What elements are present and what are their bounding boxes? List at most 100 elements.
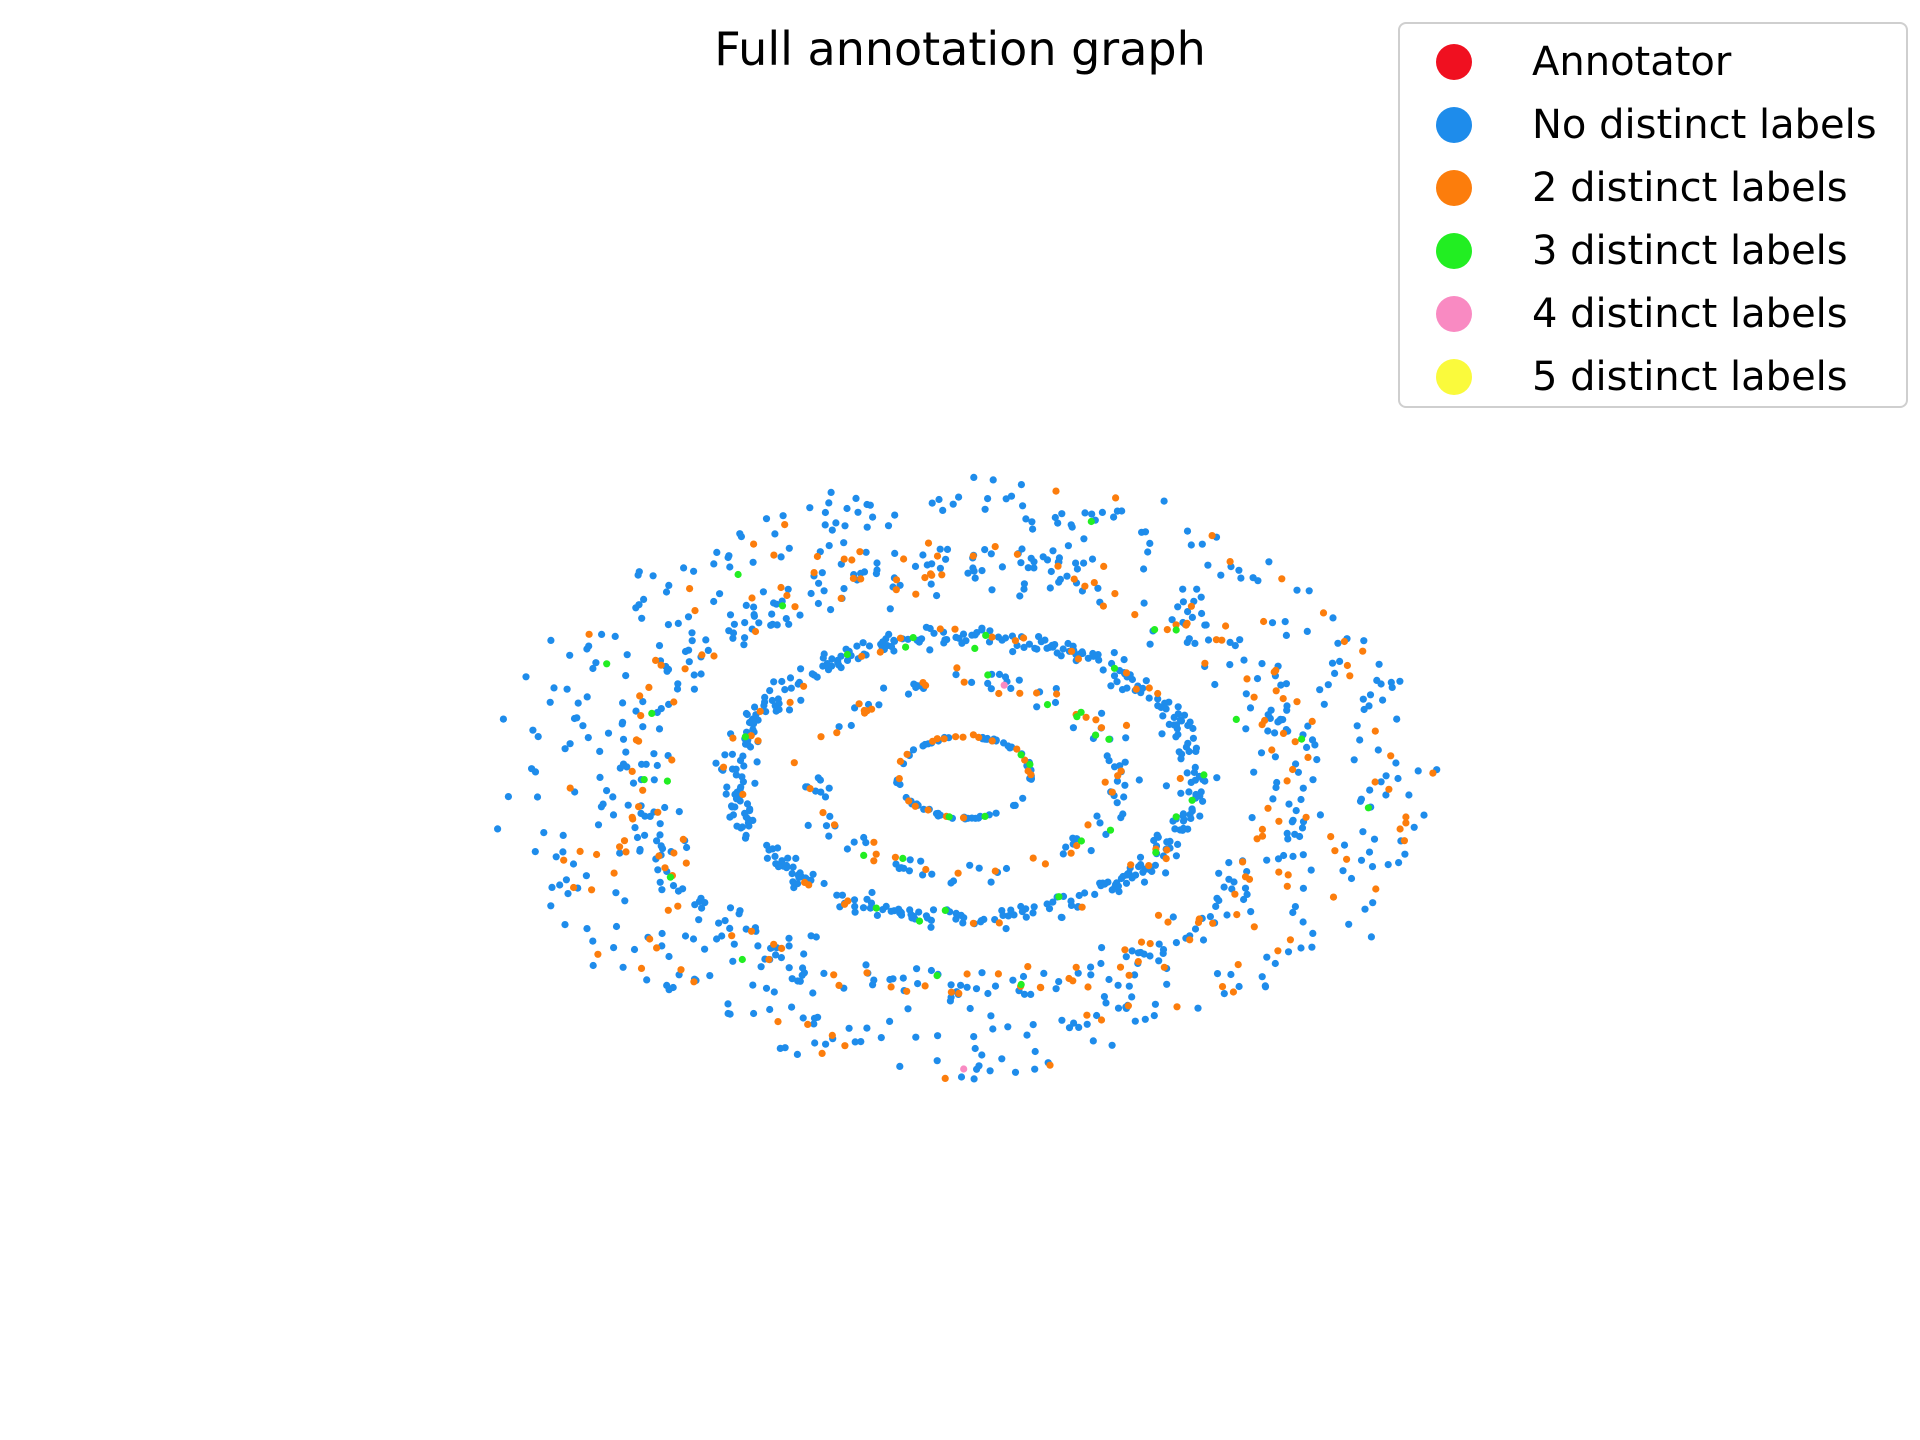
scatter-point-blue [669,882,678,890]
scatter-point-blue [1293,586,1301,594]
scatter-point-blue [690,671,698,679]
scatter-point-blue [754,942,762,950]
scatter-point-blue [1007,684,1015,693]
scatter-point-blue [1211,680,1219,689]
scatter-point-blue [785,706,794,714]
scatter-point-green [778,602,787,610]
scatter-point-blue [531,848,539,856]
scatter-point-blue [1089,1037,1097,1045]
scatter-point-blue [1274,855,1283,863]
scatter-point-blue [822,822,831,830]
scatter-point-blue [1201,621,1209,629]
scatter-point-blue [1150,836,1158,845]
scatter-point-orange [1231,890,1239,898]
scatter-point-orange [1074,655,1082,663]
scatter-point-blue [1075,1023,1083,1031]
scatter-point-blue [656,831,664,839]
scatter-point-blue [1296,832,1304,841]
scatter-point-blue [616,849,624,857]
scatter-point-orange [616,843,624,851]
scatter-point-orange [905,797,913,805]
scatter-point-orange [988,633,996,641]
scatter-point-orange [951,625,959,633]
scatter-point-orange [921,574,929,582]
scatter-point-blue [665,581,673,590]
scatter-point-orange [661,864,669,872]
scatter-point-blue [1140,599,1148,607]
scatter-point-blue [636,847,644,855]
scatter-point-blue [1102,830,1110,839]
scatter-point-blue [971,574,979,582]
scatter-point-blue [1114,882,1122,890]
scatter-point-blue [661,803,669,812]
scatter-point-blue [1267,706,1275,714]
scatter-point-blue [1246,704,1255,712]
scatter-point-blue [806,504,814,512]
scatter-point-orange [1068,647,1076,655]
legend-marker-3-distinct [1436,233,1472,269]
scatter-point-orange [1293,698,1301,706]
scatter-point-blue [869,981,877,989]
scatter-point-blue [704,646,712,655]
scatter-point-orange [1134,958,1142,966]
scatter-point-orange [856,548,864,556]
scatter-point-blue [792,854,800,863]
scatter-point-blue [1365,848,1374,856]
scatter-point-blue [835,723,843,731]
scatter-point-blue [872,570,881,578]
scatter-point-blue [789,863,797,871]
scatter-point-orange [1371,778,1379,786]
scatter-point-orange [1145,862,1153,870]
scatter-point-orange [748,594,756,602]
scatter-point-blue [1163,980,1171,988]
scatter-point-orange [921,982,929,990]
scatter-point-blue [978,969,986,977]
scatter-point-blue [1122,953,1130,961]
scatter-point-blue [850,896,859,904]
scatter-point-blue [959,630,968,638]
scatter-point-orange [1172,621,1180,629]
scatter-point-blue [755,619,763,627]
scatter-point-orange [1372,885,1380,893]
scatter-point-blue [589,664,597,673]
scatter-point-blue [753,758,761,766]
scatter-point-green [933,972,941,980]
scatter-point-blue [863,1024,871,1032]
scatter-point-blue [998,907,1006,915]
scatter-point-blue [1146,640,1154,648]
scatter-point-blue [1329,614,1337,622]
scatter-point-orange [1112,494,1120,502]
scatter-point-blue [639,723,647,731]
scatter-point-orange [1429,769,1437,777]
scatter-point-orange [922,865,930,874]
scatter-point-blue [915,908,923,916]
scatter-point-blue [1079,649,1087,658]
scatter-point-orange [938,571,946,579]
scatter-point-orange [928,571,936,579]
scatter-point-blue [662,588,671,596]
scatter-point-blue [1122,879,1131,887]
scatter-point-orange [1090,579,1098,587]
scatter-point-blue [1269,795,1277,803]
scatter-point-blue [1137,948,1145,957]
scatter-point-blue [866,904,875,912]
scatter-point-orange [783,591,791,600]
scatter-point-blue [860,568,869,576]
scatter-point-blue [971,1044,979,1053]
scatter-point-orange [1111,590,1119,598]
scatter-point-blue [726,611,735,619]
scatter-point-blue [746,743,755,751]
scatter-point-blue [812,787,820,795]
scatter-point-blue [683,843,691,852]
scatter-point-orange [1331,847,1339,855]
scatter-point-blue [1099,666,1107,674]
scatter-point-blue [970,1075,978,1083]
legend-marker-annotator [1436,44,1472,80]
scatter-point-blue [1242,690,1250,698]
scatter-point-blue [1072,559,1080,567]
scatter-point-blue [1199,797,1207,805]
scatter-point-orange [1121,946,1129,954]
scatter-point-blue [890,647,898,655]
scatter-point-blue [1275,717,1283,725]
scatter-point-blue [1096,819,1104,827]
